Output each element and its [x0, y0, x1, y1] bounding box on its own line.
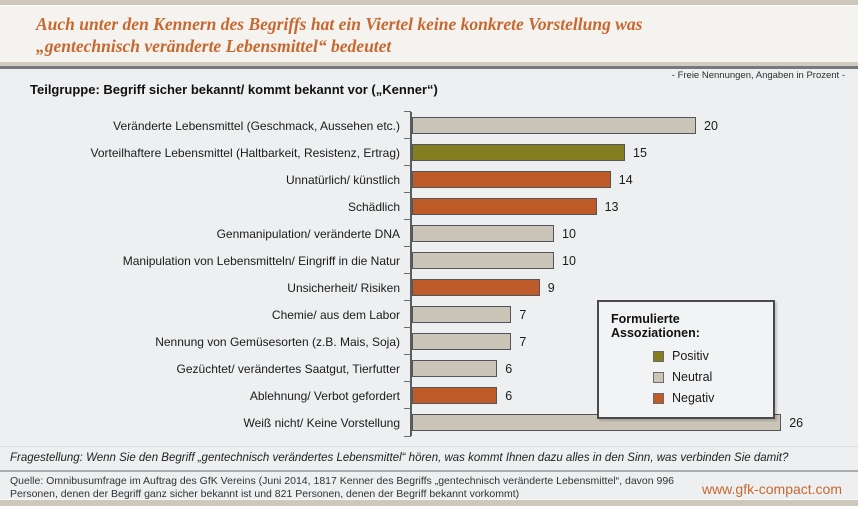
value-label: 26	[789, 415, 804, 430]
value-label: 9	[547, 280, 555, 295]
legend-label: Neutral	[672, 370, 713, 384]
top-divider	[0, 0, 858, 6]
page-title-line1: Auch unter den Kennern des Begriffs hat …	[36, 14, 643, 34]
legend-swatch-neutral	[653, 371, 664, 383]
bar-cell: 7	[404, 327, 858, 355]
value-label: 7	[519, 307, 527, 322]
website-link[interactable]: www.gfk-compact.com	[701, 481, 842, 497]
category-label: Chemie/ aus dem Labor	[271, 307, 400, 322]
bar-cell: 14	[404, 165, 858, 193]
legend-title: Formulierte Assoziationen:	[611, 312, 700, 340]
category-label: Unnatürlich/ künstlich	[285, 172, 400, 187]
bar-row: Ablehnung/ Verbot gefordert 6	[0, 381, 858, 409]
bar-row: Schädlich 13	[0, 192, 858, 220]
bar-row: Manipulation von Lebensmitteln/ Eingriff…	[0, 246, 858, 274]
bar-row: Unsicherheit/ Risiken 9	[0, 273, 858, 301]
bar	[412, 198, 597, 215]
bar	[412, 360, 498, 377]
bar-cell: 6	[404, 354, 858, 382]
value-label: 6	[505, 361, 513, 376]
value-label: 13	[604, 199, 619, 214]
bar	[412, 144, 625, 161]
bar	[412, 333, 512, 350]
bar-row: Gezüchtet/ verändertes Saatgut, Tierfutt…	[0, 354, 858, 382]
bar-chart: Veränderte Lebensmittel (Geschmack, Auss…	[0, 111, 858, 437]
legend-swatch-positiv	[653, 350, 664, 362]
bar	[412, 171, 611, 188]
bar-cell: 7	[404, 300, 858, 328]
bar-row: Chemie/ aus dem Labor 7	[0, 300, 858, 328]
category-label: Gezüchtet/ verändertes Saatgut, Tierfutt…	[176, 361, 400, 376]
category-label: Genmanipulation/ veränderte DNA	[216, 226, 400, 241]
bar	[412, 225, 554, 242]
bar-cell: 15	[404, 138, 858, 166]
header: Auch unter den Kennern des Begriffs hat …	[0, 6, 858, 62]
header-divider-dark	[0, 66, 858, 69]
legend-item: Negativ	[653, 391, 714, 405]
bottom-divider	[0, 499, 858, 506]
header-divider	[0, 62, 858, 66]
source-text: Quelle: Omnibusumfrage im Auftrag des Gf…	[10, 475, 675, 500]
legend-item: Positiv	[653, 349, 709, 363]
category-label: Unsicherheit/ Risiken	[287, 280, 400, 295]
bar	[412, 306, 512, 323]
bar-cell: 9	[404, 273, 858, 301]
legend-items: Positiv Neutral Negativ	[611, 349, 761, 405]
bar	[412, 387, 498, 404]
question-text: Fragestellung: Wenn Sie den Begriff „gen…	[10, 452, 789, 464]
legend-label: Negativ	[672, 391, 715, 405]
bar-cell: 10	[404, 246, 858, 274]
value-label: 15	[633, 145, 647, 160]
legend-swatch-negativ	[653, 392, 664, 404]
category-label: Manipulation von Lebensmitteln/ Eingriff…	[122, 253, 400, 268]
value-label: 10	[562, 226, 576, 241]
bar-row: Unnatürlich/ künstlich 14	[0, 165, 858, 193]
bar-cell: 20	[404, 111, 858, 139]
bar	[412, 279, 540, 296]
legend-item: Neutral	[653, 370, 712, 384]
meta-note: - Freie Nennungen, Angaben in Prozent -	[671, 70, 845, 81]
bar-cell: 13	[404, 192, 858, 220]
bar-cell: 10	[404, 219, 858, 247]
value-label: 20	[704, 118, 718, 133]
page-title: Auch unter den Kennern des Begriffs hat …	[0, 6, 858, 57]
page-title-line2: „gentechnisch veränderte Lebensmittel“ b…	[36, 36, 392, 56]
category-label: Schädlich	[347, 199, 400, 214]
chart-legend: Formulierte Assoziationen: Positiv Neutra…	[597, 300, 775, 419]
bar-row: Nennung von Gemüsesorten (z.B. Mais, Soj…	[0, 327, 858, 355]
bar	[412, 117, 696, 134]
footer-divider-light	[0, 446, 858, 447]
category-label: Weiß nicht/ Keine Vorstellung	[243, 415, 400, 430]
value-label: 7	[519, 334, 527, 349]
bar	[412, 252, 554, 269]
category-label: Veränderte Lebensmittel (Geschmack, Auss…	[113, 118, 400, 133]
category-label: Vorteilhaftere Lebensmittel (Haltbarkeit…	[90, 145, 400, 160]
chart-subtitle: Teilgruppe: Begriff sicher bekannt/ komm…	[30, 82, 438, 97]
bar-row: Genmanipulation/ veränderte DNA 10	[0, 219, 858, 247]
bar-row: Vorteilhaftere Lebensmittel (Haltbarkeit…	[0, 138, 858, 166]
bar-cell: 6	[404, 381, 858, 409]
value-label: 6	[505, 388, 513, 403]
value-label: 10	[562, 253, 576, 268]
category-label: Ablehnung/ Verbot gefordert	[249, 388, 400, 403]
category-label: Nennung von Gemüsesorten (z.B. Mais, Soj…	[155, 334, 400, 349]
legend-label: Positiv	[672, 349, 709, 363]
footer-divider	[0, 470, 858, 472]
bar-row: Veränderte Lebensmittel (Geschmack, Auss…	[0, 111, 858, 139]
value-label: 14	[618, 172, 633, 187]
